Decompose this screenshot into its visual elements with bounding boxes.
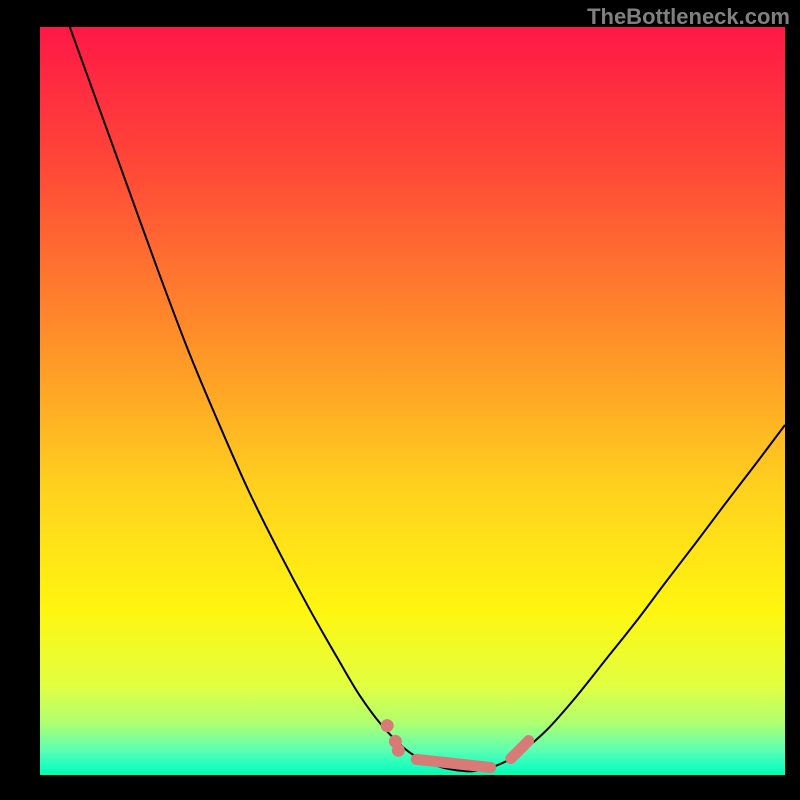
marker-dot	[381, 719, 394, 732]
plot-svg	[40, 27, 785, 775]
marker-dot	[392, 744, 405, 757]
gradient-background	[40, 27, 785, 775]
chart-wrapper: TheBottleneck.com	[0, 0, 800, 800]
plot-area	[40, 27, 785, 775]
watermark-text: TheBottleneck.com	[587, 4, 790, 30]
